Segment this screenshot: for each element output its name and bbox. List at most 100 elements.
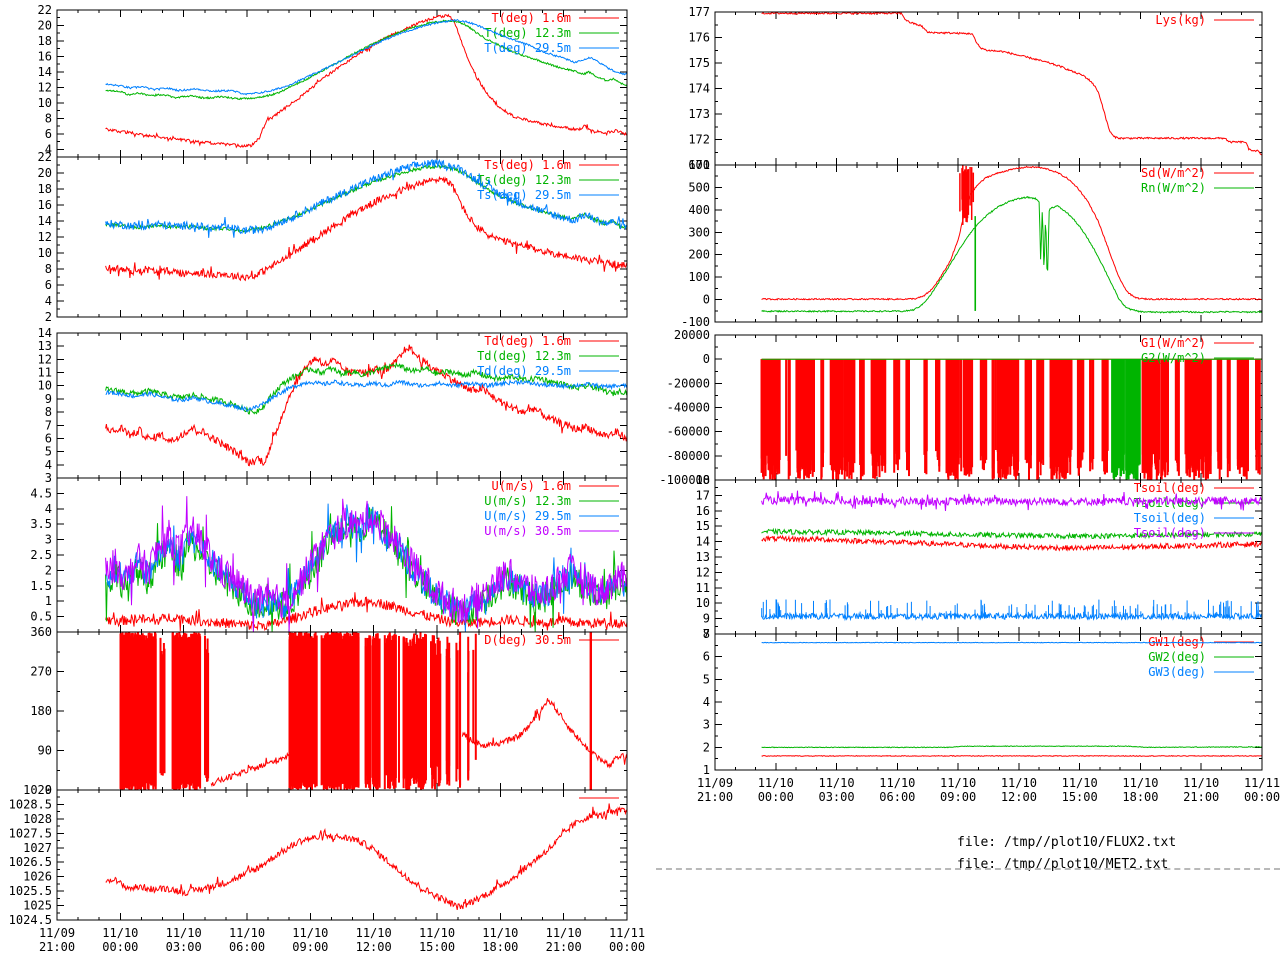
y-tick-label: 2 [703, 740, 710, 754]
x-tick-label: 11/09 [697, 776, 733, 790]
legend-label: U(m/s) 30.5m [484, 524, 571, 538]
y-tick-label: 22 [38, 3, 52, 17]
series-line [105, 379, 628, 412]
y-tick-label: 174 [688, 82, 710, 96]
y-tick-label: 1.5 [30, 579, 52, 593]
x-tick-label: 11/11 [1244, 776, 1280, 790]
panel-soil-temperature: 89101112131415161718Tsoil(deg)Tsoil(deg)… [696, 473, 1263, 641]
y-tick-label: 14 [38, 326, 52, 340]
series-line [761, 534, 1263, 552]
y-tick-label: 4 [45, 142, 52, 156]
x-tick-label: 11/10 [879, 776, 915, 790]
y-tick-label: 5 [45, 445, 52, 459]
legend-label: GW1(deg) [1148, 635, 1206, 649]
legend-label: Ts(deg) 1.6m [484, 158, 571, 172]
x-tick-label: 11/10 [758, 776, 794, 790]
y-tick-label: 1028.5 [9, 797, 52, 811]
y-tick-label: -80000 [667, 449, 710, 463]
legend-label: U(m/s) 29.5m [484, 509, 571, 523]
y-tick-label: 18 [38, 182, 52, 196]
y-tick-label: 16 [696, 504, 710, 518]
y-tick-label: 14 [38, 214, 52, 228]
legend-label: Td(deg) 1.6m [484, 334, 571, 348]
y-tick-label: 6 [45, 278, 52, 292]
legend-label: Rn(W/m^2) [1141, 181, 1206, 195]
x-tick-label: 00:00 [609, 940, 645, 954]
y-tick-label: 0 [703, 293, 710, 307]
x-tick-label: 11/10 [482, 926, 518, 940]
plot-frame [56, 789, 628, 921]
series-line [761, 11, 1263, 156]
y-tick-label: 1024.5 [9, 913, 52, 927]
series-line [761, 641, 1263, 644]
y-tick-label: 16 [38, 198, 52, 212]
legend-label: Tsoil(deg) [1134, 481, 1206, 495]
x-tick-label: 03:00 [166, 940, 202, 954]
legend-label: Ts(deg) 29.5m [477, 188, 571, 202]
x-tick-label: 11/10 [1062, 776, 1098, 790]
y-tick-label: 4 [703, 695, 710, 709]
y-tick-label: 13 [696, 550, 710, 564]
y-tick-label: 10 [38, 246, 52, 260]
legend-label: G1(W/m^2) [1141, 336, 1206, 350]
y-tick-label: 1 [45, 594, 52, 608]
series-line [105, 506, 628, 633]
y-tick-label: 3.5 [30, 517, 52, 531]
series-line [761, 490, 1263, 512]
x-tick-label: 15:00 [1062, 790, 1098, 804]
series-line [761, 527, 1263, 540]
x-tick-label: 12:00 [1001, 790, 1037, 804]
series-line [761, 611, 1263, 622]
legend-label: GW3(deg) [1148, 665, 1206, 679]
series-line [105, 158, 628, 238]
y-tick-label: 200 [688, 248, 710, 262]
y-tick-label: 13 [38, 339, 52, 353]
series-line [761, 754, 1263, 757]
y-tick-label: 9 [45, 392, 52, 406]
x-tick-label: 00:00 [758, 790, 794, 804]
y-tick-label: 6 [45, 431, 52, 445]
y-tick-label: 4.5 [30, 486, 52, 500]
legend-label: GW2(deg) [1148, 650, 1206, 664]
y-tick-label: 20 [38, 18, 52, 32]
series-line [761, 196, 1263, 314]
y-tick-label: 15 [696, 519, 710, 533]
y-tick-label: 3 [703, 718, 710, 732]
panel-wind-speed: 0.5 11.5 22.53 3.54 4.5 U(m/s) 1.6mU(m/s) 12.… [30, 477, 628, 633]
legend-label: Tsoil(deg) [1134, 526, 1206, 540]
y-tick-label: 1027 [23, 841, 52, 855]
legend-label: Lys(kg) [1155, 13, 1206, 27]
y-tick-label: 1 [703, 763, 710, 777]
y-tick-label: 17 [696, 488, 710, 502]
y-tick-label: 3 [45, 471, 52, 485]
y-tick-label: 176 [688, 31, 710, 45]
series-line [105, 175, 628, 282]
dashed-separator-line [656, 868, 1280, 870]
legend-label: U(m/s) 1.6m [492, 479, 571, 493]
series-line [761, 745, 1263, 749]
y-tick-label: 4 [45, 502, 52, 516]
y-tick-label: 300 [688, 225, 710, 239]
x-tick-label: 11/10 [292, 926, 328, 940]
y-tick-label: -100000 [659, 473, 710, 487]
legend-label: T(deg) 1.6m [492, 11, 571, 25]
y-tick-label: 11 [38, 366, 52, 380]
y-tick-label: 9 [703, 612, 710, 626]
legend-label: Td(deg) 29.5m [477, 364, 571, 378]
y-tick-label: 20 [38, 166, 52, 180]
y-tick-label: 4 [45, 458, 52, 472]
legend-label: G2(W/m^2) [1141, 351, 1206, 365]
y-tick-label: 8 [703, 627, 710, 641]
y-tick-label: 500 [688, 180, 710, 194]
y-tick-label: 172 [688, 133, 710, 147]
y-tick-label: 8 [45, 405, 52, 419]
y-tick-label: 1027.5 [9, 826, 52, 840]
y-tick-label: 12 [696, 565, 710, 579]
x-tick-label: 21:00 [546, 940, 582, 954]
y-tick-label: 0.5 [30, 610, 52, 624]
x-tick-label: 21:00 [1183, 790, 1219, 804]
y-tick-label: 14 [38, 65, 52, 79]
x-tick-label: 11/10 [1122, 776, 1158, 790]
